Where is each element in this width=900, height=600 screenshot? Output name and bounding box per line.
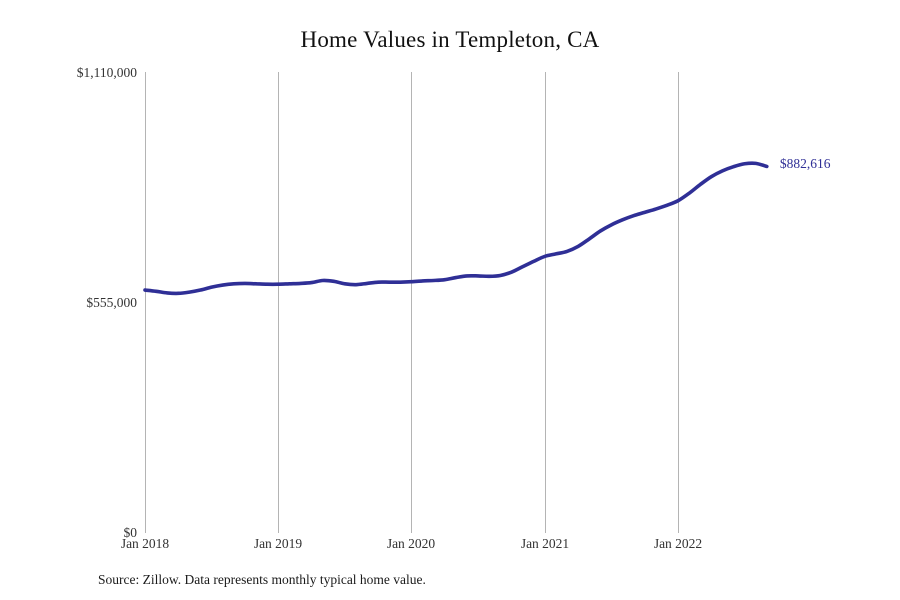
gridline-jan-2018 xyxy=(145,72,146,533)
chart-title: Home Values in Templeton, CA xyxy=(300,27,600,52)
plot-area xyxy=(145,72,778,533)
x-tick-label-jan-2019: Jan 2019 xyxy=(253,536,303,551)
gridline-jan-2019 xyxy=(278,72,279,533)
source-note: Source: Zillow. Data represents monthly … xyxy=(98,572,426,587)
end-value-label: $882,616 xyxy=(779,156,831,172)
x-tick-label-jan-2020: Jan 2020 xyxy=(386,536,436,551)
y-tick-label-top: $1,110,000 xyxy=(76,65,137,80)
gridline-jan-2021 xyxy=(545,72,546,533)
x-tick-label-jan-2018: Jan 2018 xyxy=(120,536,170,551)
y-tick-label-middle: $555,000 xyxy=(86,295,137,310)
gridline-jan-2022 xyxy=(678,72,679,533)
y-axis-labels: $1,110,000 $555,000 $0 xyxy=(0,0,137,600)
gridline-jan-2020 xyxy=(411,72,412,533)
y-tick-label-bottom: $0 xyxy=(123,525,138,540)
x-tick-label-jan-2022: Jan 2022 xyxy=(653,536,703,551)
x-tick-label-jan-2021: Jan 2021 xyxy=(520,536,570,551)
